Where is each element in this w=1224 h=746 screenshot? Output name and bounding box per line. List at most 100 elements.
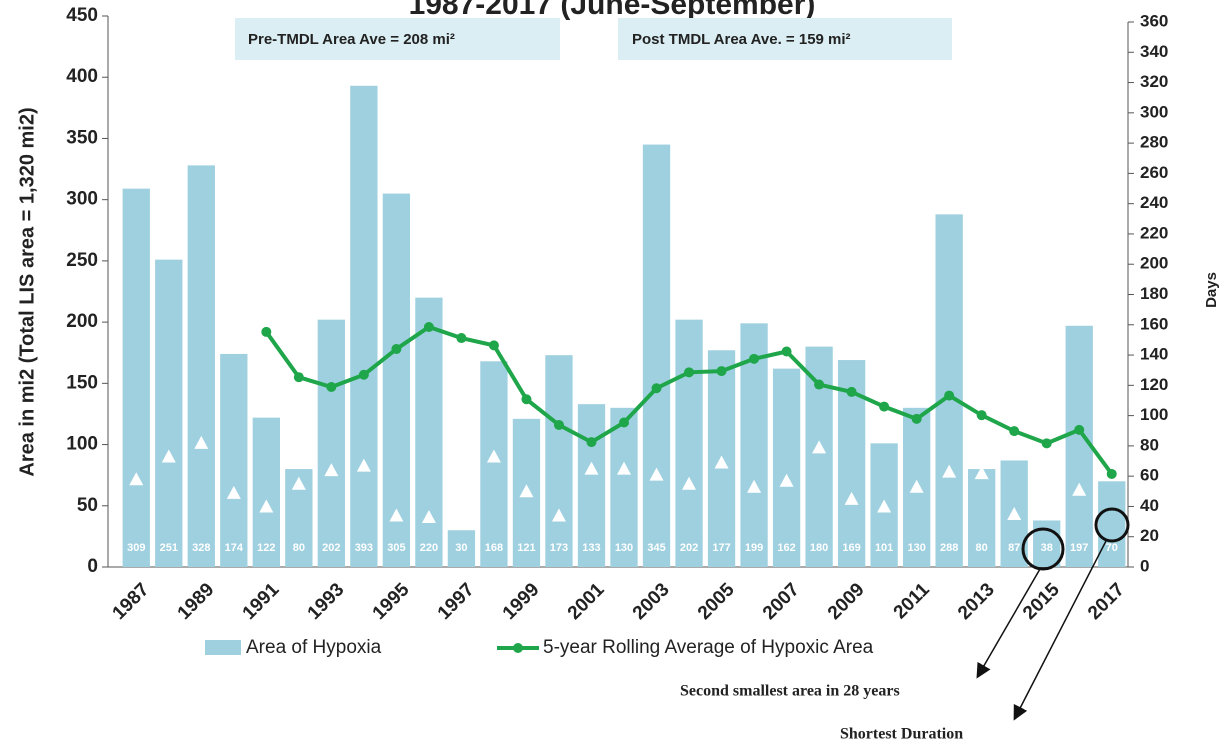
line-marker: [1106, 468, 1117, 479]
line-marker: [944, 390, 955, 401]
x-tick-label: 1993: [304, 579, 349, 624]
line-marker: [326, 382, 337, 393]
bar: [220, 353, 248, 567]
bar: [968, 469, 996, 567]
duration-marker: [877, 499, 892, 513]
value-label: 288: [940, 542, 958, 554]
callout-arrow: [1013, 540, 1107, 721]
bar: [350, 85, 378, 567]
value-label: 130: [907, 542, 925, 554]
x-tick-label: 2003: [629, 579, 674, 624]
x-tick-label: 2011: [890, 579, 934, 623]
line-marker: [1009, 426, 1020, 437]
value-label: 162: [777, 542, 795, 554]
y2-tick-label: 360: [1140, 11, 1168, 30]
duration-marker: [844, 491, 859, 505]
y-tick-label: 50: [77, 495, 98, 516]
x-tick-label: 1995: [369, 579, 414, 624]
y-tick-label: 150: [66, 372, 98, 393]
x-tick-label: 2007: [759, 579, 804, 624]
duration-marker: [779, 473, 794, 487]
annotation-box: [235, 18, 560, 60]
y2-tick-label: 80: [1140, 435, 1159, 454]
duration-marker: [389, 508, 404, 522]
bar: [382, 193, 411, 568]
line-marker: [976, 410, 987, 421]
value-label: 328: [192, 542, 210, 554]
line-marker: [749, 353, 760, 364]
line-marker: [911, 413, 922, 424]
value-label: 199: [745, 542, 763, 554]
bar: [122, 188, 150, 567]
annotation: Shortest Duration: [840, 726, 963, 743]
legend-label: Area of Hypoxia: [246, 637, 382, 658]
x-tick-label: 2015: [1019, 579, 1064, 624]
bar: [252, 417, 280, 567]
y2-tick-label: 240: [1140, 193, 1168, 212]
bar: [187, 165, 215, 568]
value-label: 133: [582, 542, 600, 554]
line-marker: [488, 340, 499, 351]
x-tick-label: 2013: [954, 579, 999, 624]
line-marker: [1074, 424, 1085, 435]
annotation: Pre-TMDL Area Ave = 208 mi²: [248, 31, 455, 48]
legend-label: 5-year Rolling Average of Hypoxic Area: [543, 637, 874, 658]
line-marker: [846, 386, 857, 397]
duration-marker: [226, 485, 241, 499]
y2-tick-label: 300: [1140, 102, 1168, 121]
value-label: 305: [387, 542, 405, 554]
duration-marker: [974, 466, 989, 480]
line-marker: [261, 326, 272, 337]
value-label: 220: [420, 542, 438, 554]
value-label: 130: [615, 542, 633, 554]
bar: [1098, 481, 1126, 567]
value-label: 173: [550, 542, 568, 554]
y2-tick-label: 60: [1140, 466, 1159, 485]
bar: [675, 319, 703, 567]
duration-marker: [747, 479, 762, 493]
y-axis-label: Area in mi2 (Total LIS area = 1,320 mi2): [16, 107, 38, 476]
bar: [480, 361, 508, 567]
y-tick-label: 350: [66, 127, 98, 148]
y2-axis-label: Days: [1203, 272, 1220, 308]
y2-tick-label: 40: [1140, 496, 1159, 515]
duration-marker: [421, 510, 436, 524]
y2-tick-label: 0: [1140, 556, 1149, 575]
bar: [415, 297, 443, 567]
duration-marker: [682, 476, 697, 490]
x-tick-label: 2001: [564, 579, 609, 624]
line-marker: [814, 379, 825, 390]
line-marker: [423, 322, 434, 333]
line-marker: [651, 383, 662, 394]
duration-marker: [551, 508, 566, 522]
duration-marker: [1072, 482, 1087, 496]
duration-marker: [584, 461, 599, 475]
x-tick-label: 2017: [1084, 579, 1129, 624]
y2-tick-label: 220: [1140, 223, 1168, 242]
duration-marker: [161, 449, 176, 463]
value-label: 38: [1041, 542, 1053, 554]
bar: [545, 355, 573, 567]
y-tick-label: 100: [66, 434, 98, 455]
x-tick-label: 1991: [239, 579, 284, 624]
duration-marker: [519, 484, 534, 498]
duration-marker: [486, 449, 501, 463]
value-label: 177: [712, 542, 730, 554]
duration-marker: [909, 479, 924, 493]
value-label: 70: [1106, 542, 1118, 554]
duration-marker: [942, 464, 957, 478]
duration-marker: [617, 461, 631, 475]
bar: [772, 368, 801, 567]
line-marker: [684, 367, 695, 378]
value-label: 101: [875, 542, 893, 554]
value-label: 122: [257, 542, 275, 554]
duration-marker: [1007, 507, 1022, 521]
line-marker: [358, 369, 369, 380]
y2-tick-label: 100: [1140, 405, 1168, 424]
duration-marker: [812, 440, 827, 454]
value-label: 80: [293, 542, 305, 554]
y-tick-label: 200: [66, 311, 98, 332]
value-label: 202: [680, 542, 698, 554]
value-label: 174: [225, 542, 244, 554]
